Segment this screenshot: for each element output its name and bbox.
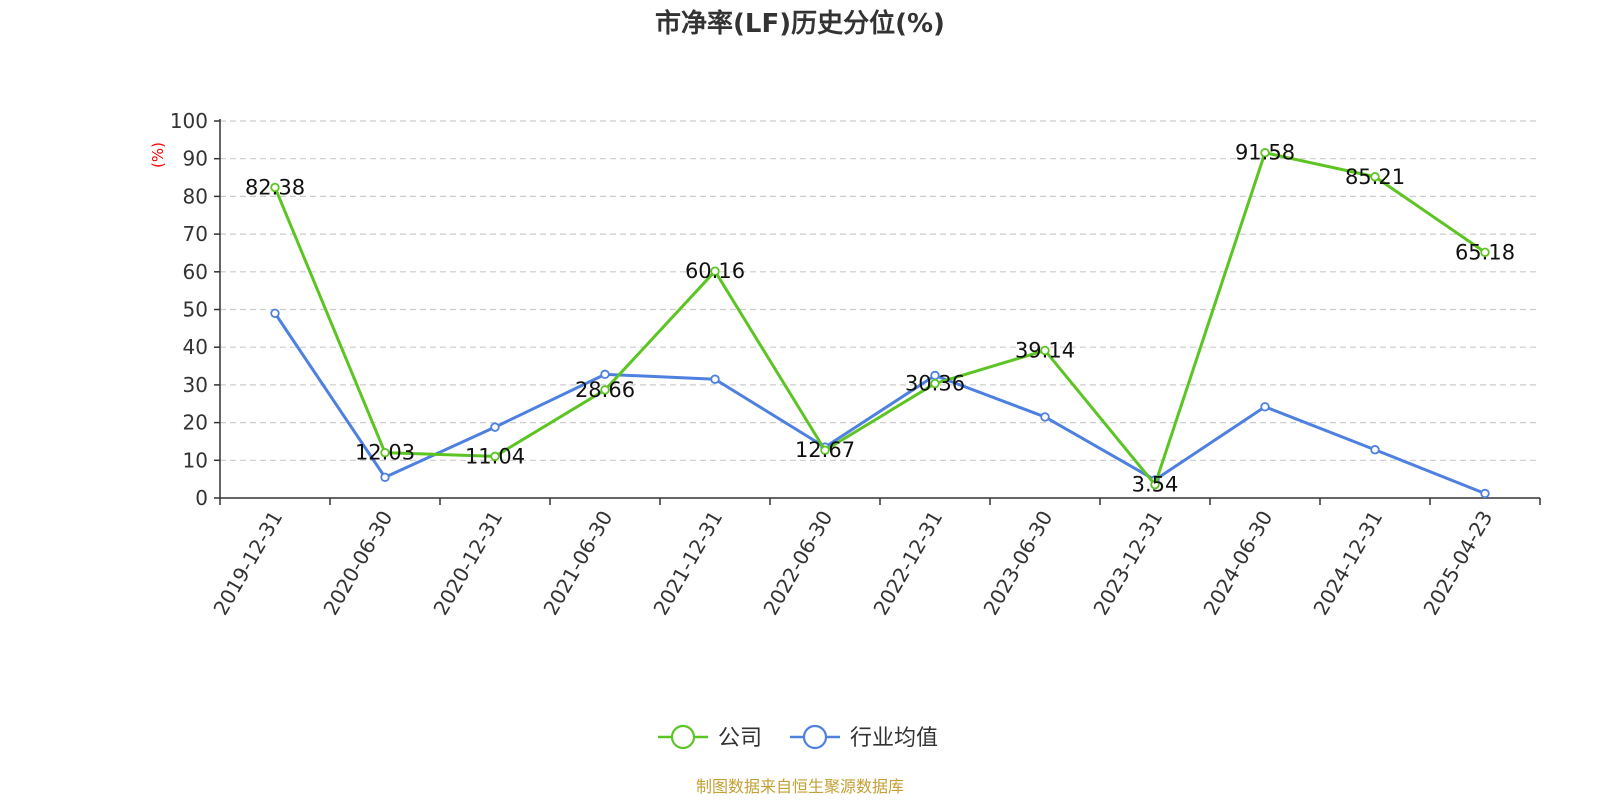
y-tick-label: 50 (183, 298, 208, 322)
data-point[interactable] (1260, 148, 1270, 158)
x-tick-label: 2019-12-31 (208, 507, 287, 620)
series-group (270, 148, 1490, 499)
data-point[interactable] (380, 472, 390, 482)
y-tick-label: 90 (183, 147, 208, 171)
data-point[interactable] (1370, 172, 1380, 182)
data-point[interactable] (600, 369, 610, 380)
data-label: 39.14 (1015, 338, 1075, 362)
data-point[interactable] (1040, 412, 1050, 422)
data-point[interactable] (710, 266, 720, 276)
data-label: 91.58 (1235, 141, 1295, 165)
grid-lines (220, 120, 1540, 461)
data-point[interactable] (270, 308, 280, 318)
data-point[interactable] (490, 422, 500, 432)
data-label: 30.36 (905, 372, 965, 396)
x-tick-label: 2025-04-23 (1418, 507, 1497, 620)
y-tick-label: 60 (183, 260, 208, 284)
y-tick-label: 40 (183, 335, 208, 359)
x-tick-label: 2020-06-30 (318, 507, 397, 620)
source-note: 制图数据来自恒生聚源数据库 (696, 777, 904, 796)
data-point[interactable] (1040, 345, 1050, 356)
x-axis: 2019-12-31 2020-06-30 2020-12-31 2021-06-30… (208, 497, 1541, 620)
y-tick-label: 20 (183, 411, 208, 435)
data-point[interactable] (490, 451, 500, 462)
y-tick-label: 70 (183, 222, 208, 246)
data-label: 12.67 (795, 438, 855, 462)
y-tick-label: 10 (183, 448, 208, 472)
x-tick-label: 2024-12-31 (1308, 507, 1387, 620)
data-label: 28.66 (575, 378, 635, 402)
series-line (273, 151, 1486, 487)
data-label: 12.03 (355, 441, 415, 465)
data-point[interactable] (270, 182, 280, 193)
x-tick-label: 2021-12-31 (648, 507, 727, 620)
y-axis-label: (%) (149, 142, 167, 168)
y-tick-label: 80 (183, 184, 208, 208)
legend-label: 行业均值 (850, 726, 938, 751)
data-point[interactable] (710, 374, 720, 384)
legend-marker (802, 724, 828, 750)
x-tick-label: 2023-12-31 (1088, 507, 1167, 620)
x-tick-label: 2023-06-30 (978, 507, 1057, 620)
legend-marker (670, 724, 696, 750)
data-label: 11.04 (465, 444, 525, 468)
data-point[interactable] (1260, 402, 1270, 412)
legend[interactable]: 公司 行业均值 (658, 724, 938, 751)
legend-label: 公司 (718, 726, 762, 751)
data-point[interactable] (820, 445, 830, 455)
data-point[interactable] (1480, 488, 1490, 499)
x-tick-label: 2024-06-30 (1198, 507, 1277, 620)
data-point[interactable] (600, 385, 610, 395)
x-tick-label: 2022-12-31 (868, 507, 947, 620)
series-line (273, 312, 1486, 495)
legend-item[interactable]: 公司 (658, 724, 762, 751)
data-label: 3.54 (1132, 473, 1179, 497)
y-axis: 0 10 20 30 40 50 60 70 80 90 100 (170, 109, 221, 510)
x-tick-label: 2022-06-30 (758, 507, 837, 620)
data-labels: 82.38 12.03 11.04 28.66 60.16 12.67 30.36 39.14… (245, 141, 1515, 497)
data-label: 82.38 (245, 175, 305, 199)
data-label: 60.16 (685, 259, 745, 283)
y-tick-label: 30 (183, 373, 208, 397)
data-point[interactable] (930, 378, 940, 389)
data-label: 65.18 (1455, 240, 1515, 264)
data-point[interactable] (380, 447, 390, 458)
y-tick-label: 100 (170, 109, 208, 133)
chart-title: 市净率(LF)历史分位(%) (655, 8, 945, 39)
data-point[interactable] (1370, 445, 1380, 455)
y-tick-label: 0 (195, 486, 208, 510)
data-point[interactable] (1480, 247, 1490, 257)
legend-item[interactable]: 行业均值 (790, 724, 938, 751)
data-label: 85.21 (1345, 165, 1405, 189)
x-tick-label: 2021-06-30 (538, 507, 617, 620)
data-point[interactable] (1150, 479, 1160, 490)
x-tick-label: 2020-12-31 (428, 507, 507, 620)
